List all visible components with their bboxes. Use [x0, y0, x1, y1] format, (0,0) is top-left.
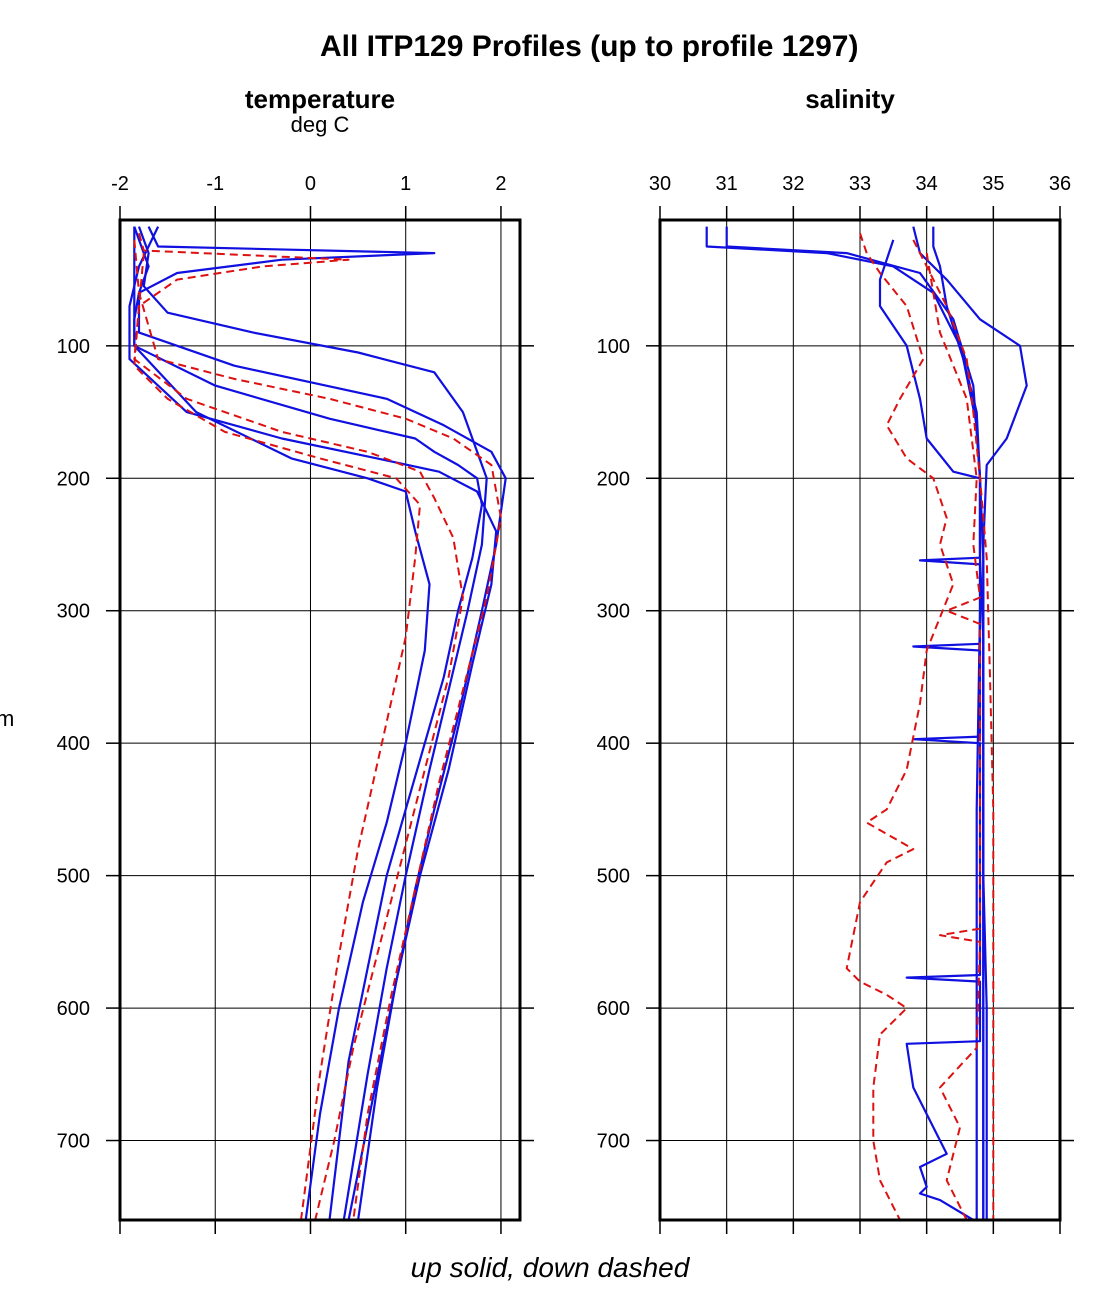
salinity-y-tick-label: 300: [597, 601, 630, 623]
salinity-y-tick-label: 100: [597, 336, 630, 358]
temperature-y-tick-label: 600: [57, 998, 90, 1020]
temperature-profile-line-down-5: [133, 232, 464, 1221]
temperature-y-tick-label: 100: [57, 336, 90, 358]
salinity-x-tick-label: 34: [916, 173, 938, 195]
salinity-y-tick-label: 400: [597, 733, 630, 755]
y-axis-unit-fragment: m: [0, 706, 15, 731]
salinity-x-tick-label: 33: [849, 173, 871, 195]
salinity-profile-line-down-6: [912, 239, 995, 1220]
line-style-caption: up solid, down dashed: [410, 1252, 690, 1283]
salinity-profile-line-up-3: [878, 239, 982, 1221]
temperature-y-tick-label: 300: [57, 601, 90, 623]
temperature-profile-line-up-0: [133, 226, 483, 1221]
figure-title: All ITP129 Profiles (up to profile 1297): [320, 30, 859, 63]
temperature-y-tick-label: 700: [57, 1131, 90, 1153]
temperature-profile-line-up-2: [133, 226, 431, 1221]
temperature-profile-line-down-6: [133, 239, 502, 1221]
temperature-plot-frame: [118, 218, 522, 1222]
salinity-profile-line-down-5: [845, 232, 955, 1221]
temperature-x-tick-label: 1: [400, 173, 411, 195]
salinity-profile-line-up-2: [912, 226, 1028, 1220]
salinity-y-tick-label: 600: [597, 998, 630, 1020]
temperature-profile-line-up-1: [137, 226, 507, 1221]
salinity-x-tick-label: 36: [1049, 173, 1071, 195]
salinity-x-tick-label: 32: [782, 173, 804, 195]
salinity-x-tick-label: 35: [982, 173, 1004, 195]
salinity-x-tick-label: 31: [716, 173, 738, 195]
salinity-x-tick-label: 30: [649, 173, 671, 195]
temperature-x-tick-label: 2: [495, 173, 506, 195]
salinity-profile-line-up-4: [725, 226, 982, 1220]
salinity-y-tick-label: 700: [597, 1131, 630, 1153]
salinity-y-tick-label: 500: [597, 866, 630, 888]
temperature-profile-line-up-4: [137, 226, 488, 1221]
salinity-profile-line-down-7: [925, 252, 981, 1221]
temperature-x-tick-label: -1: [206, 173, 224, 195]
temperature-y-tick-label: 400: [57, 733, 90, 755]
temperature-units-label: deg C: [290, 112, 350, 137]
salinity-y-tick-label: 200: [597, 468, 630, 490]
salinity-profile-line-up-0: [705, 226, 988, 1220]
temperature-profile-line-up-3: [128, 226, 498, 1221]
salinity-panel-title: salinity: [805, 84, 895, 114]
temperature-x-tick-label: -2: [111, 173, 129, 195]
temperature-profile-line-down-7: [133, 253, 421, 1221]
temperature-panel-title: temperature: [244, 84, 396, 114]
temperature-y-tick-label: 500: [57, 866, 90, 888]
temperature-x-tick-label: 0: [305, 173, 316, 195]
temperature-y-tick-label: 200: [57, 468, 90, 490]
